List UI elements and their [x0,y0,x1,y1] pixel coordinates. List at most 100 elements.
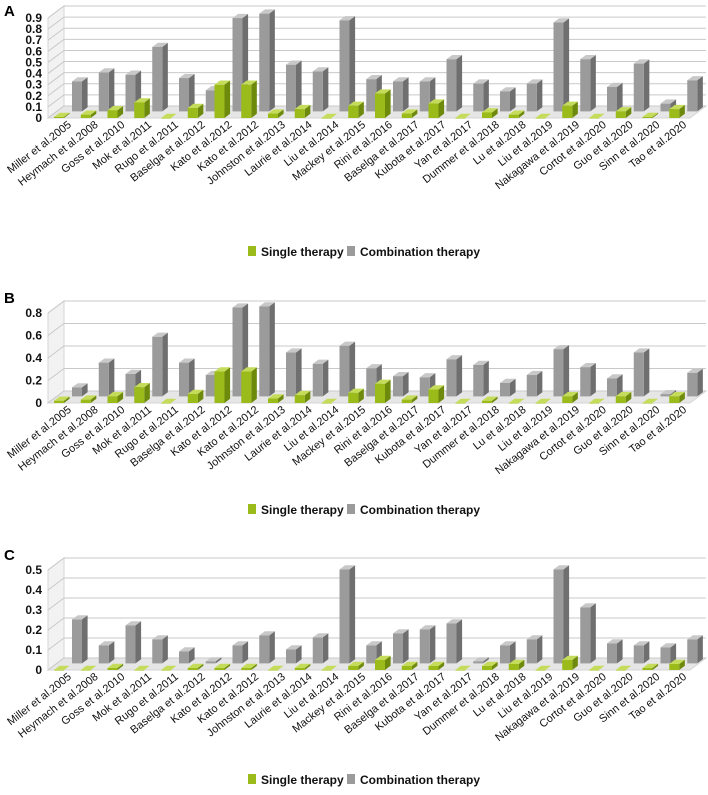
combination-therapy-bar [286,348,302,397]
single-therapy-bar [241,663,257,670]
gridline [47,61,706,74]
combination-therapy-bar [633,348,650,397]
gridline [47,5,706,19]
combination-therapy-bar [259,302,275,397]
gridline [47,72,706,86]
single-therapy-bar [589,665,605,671]
single-therapy-bar [214,663,231,670]
single-therapy-bar [294,663,311,670]
gridline [47,16,706,30]
single-therapy-bar [107,392,124,403]
combination-therapy-bar [500,87,516,112]
legend-swatch-combination [347,246,355,256]
legend-swatch-single [248,774,256,784]
legend-swatch-single [248,504,256,514]
single-therapy-bar [134,98,150,118]
y-tick-label: 0.2 [25,89,42,103]
single-therapy-bar [562,101,578,118]
y-tick-label: 0.9 [25,11,42,25]
single-therapy-bar [589,398,605,404]
legend-swatch-single [248,246,256,256]
combination-therapy-bar [312,633,329,664]
combination-therapy-bar [259,631,275,664]
combination-therapy-bar [633,59,650,112]
single-therapy-bar [161,113,177,119]
single-therapy-bar [455,665,471,671]
single-therapy-bar [134,383,150,403]
single-therapy-bar [54,396,70,403]
combination-therapy-bar [232,641,249,664]
gridline [47,105,706,119]
single-therapy-bar [294,104,311,118]
gridline [47,597,706,611]
legend: Single therapy Combination therapy [248,773,480,787]
single-therapy-bar [321,113,338,119]
y-tick-label: 0.4 [25,351,42,365]
single-therapy-bar [562,655,578,670]
combination-therapy-bar [553,565,570,664]
single-therapy-bar [615,392,632,403]
combination-therapy-bar [473,79,489,112]
legend-swatch-combination [347,774,355,784]
single-therapy-bar [241,367,257,403]
legend-label-single: Single therapy [261,773,344,787]
single-therapy-bar [268,665,284,671]
gridline [47,83,706,97]
combination-therapy-bar [98,358,115,397]
combination-therapy-bar [179,73,195,112]
gridline [47,657,706,671]
combination-therapy-bar [393,371,409,397]
legend-label-combination: Combination therapy [360,245,480,259]
single-therapy-bar [107,106,124,118]
combination-therapy-bar [580,362,596,397]
combination-therapy-bar [205,657,222,664]
combination-therapy-bar [393,77,409,112]
single-therapy-bar [535,113,552,119]
combination-therapy-bar [687,368,703,397]
single-therapy-bar [401,109,418,118]
combination-therapy-bar [446,54,463,112]
single-therapy-bar [348,661,364,670]
combination-therapy-bar [98,641,115,664]
gridline [47,368,706,381]
single-therapy-bar [268,394,284,403]
combination-therapy-bar [446,619,463,664]
y-tick-label: 0.3 [25,603,42,617]
y-tick-label: 0.6 [25,329,42,343]
combination-therapy-bar [152,42,168,112]
combination-therapy-bar [580,54,596,112]
gridline [47,27,706,41]
combination-therapy-bar [72,77,88,112]
gridline [47,38,706,52]
combination-therapy-bar [152,332,168,397]
combination-therapy-bar [473,360,489,397]
gridline [47,345,706,359]
combination-therapy-bar [98,68,115,112]
y-tick-label: 0.8 [25,22,42,36]
gridline [47,617,706,631]
single-therapy-bar [348,388,364,403]
single-therapy-bar [214,80,231,118]
y-tick-label: 0.1 [25,643,42,657]
single-therapy-bar [642,112,659,118]
legend-label-single: Single therapy [261,503,344,517]
single-therapy-bar [508,659,525,670]
combination-therapy-bar [419,625,436,664]
y-tick-label: 0.3 [25,78,42,92]
single-therapy-bar [615,665,632,671]
combination-therapy-bar [607,82,623,112]
combination-therapy-bar [286,60,302,112]
single-therapy-bar [187,663,204,670]
panel-letter-b: B [4,290,15,307]
y-tick-label: 0.1 [25,100,42,114]
combination-therapy-bar [72,615,88,664]
single-therapy-bar [428,385,445,403]
single-therapy-bar [80,110,97,118]
single-therapy-bar [214,367,231,403]
y-tick-label: 0.4 [25,583,42,597]
combination-therapy-bar [72,383,88,397]
single-therapy-bar [508,110,525,118]
single-therapy-bar [535,398,552,404]
